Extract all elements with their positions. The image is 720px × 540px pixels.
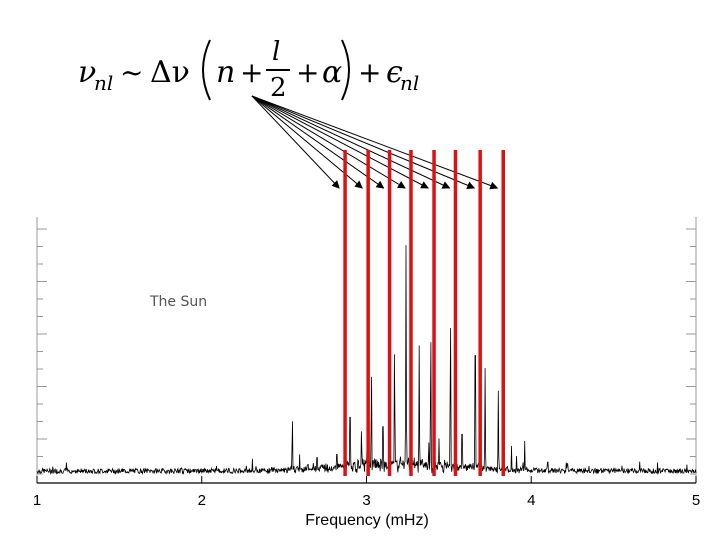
x-tick-label-4: 5 — [692, 492, 700, 509]
arrow-7 — [251, 95, 499, 190]
arrow-0 — [251, 95, 340, 189]
formula-epsilon: ϵ — [386, 55, 403, 90]
formula-nu-subscript: nl — [94, 71, 113, 95]
inset-label: The Sun — [149, 294, 207, 310]
plot-area: 1 2 3 4 5 — [33, 150, 700, 509]
arrow-2 — [251, 95, 385, 189]
formula-n: n — [216, 55, 235, 90]
arrow-5 — [251, 95, 451, 189]
arrow-6 — [251, 95, 476, 190]
formula-frac-numerator: l — [272, 37, 280, 67]
formula-plus-3: + — [358, 56, 381, 89]
arrow-3 — [251, 95, 406, 189]
formula-frac-denominator: 2 — [270, 73, 287, 103]
x-tick-label-1: 2 — [198, 492, 206, 509]
formula-epsilon-subscript: nl — [400, 71, 419, 95]
x-tick-label-0: 1 — [33, 492, 41, 509]
formula-nu: ν — [78, 55, 96, 90]
formula-alpha: α — [322, 55, 342, 90]
y-ticks — [37, 228, 696, 475]
arrow-4 — [251, 95, 429, 189]
x-ticks: 1 2 3 4 5 — [33, 476, 700, 509]
arrows-group — [251, 95, 499, 190]
x-axis-label: Frequency (mHz) — [305, 512, 429, 529]
x-tick-label-2: 3 — [362, 492, 370, 509]
formula-plus-1: + — [240, 56, 263, 89]
formula-plus-2: + — [296, 56, 319, 89]
formula-left-paren — [202, 39, 211, 101]
formula-sim: ~ — [120, 56, 143, 89]
formula-delta-nu: Δν — [150, 55, 190, 90]
highlight-lines-group — [343, 150, 505, 476]
formula: ν nl ~ Δν n + l 2 + α + ϵ nl — [78, 37, 419, 103]
x-tick-label-3: 4 — [527, 492, 535, 509]
formula-right-paren — [341, 39, 350, 101]
